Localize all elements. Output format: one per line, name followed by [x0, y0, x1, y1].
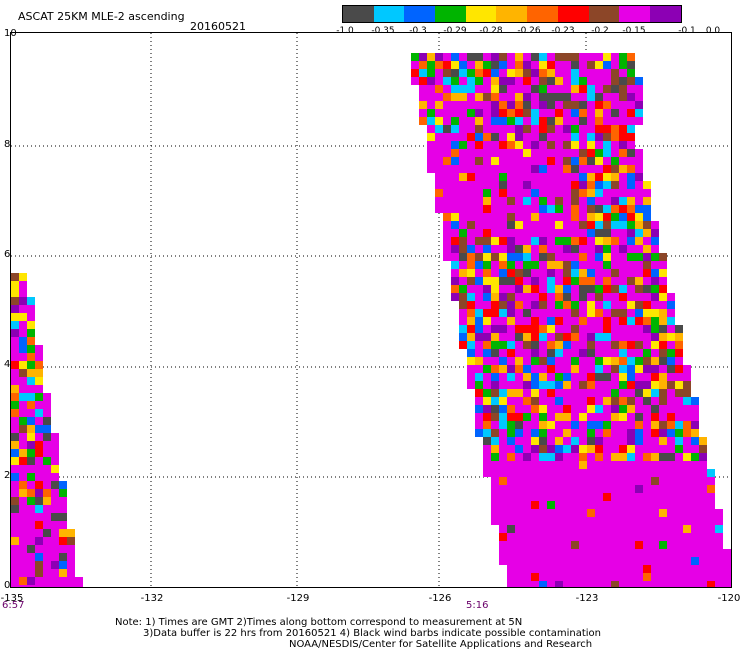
x-tick-132: -132	[140, 593, 164, 604]
colorbar-label: -0.1	[678, 26, 696, 36]
colorbar-label: -1.0	[336, 26, 354, 36]
x-tick-126: -126	[428, 593, 452, 604]
colorbar-swatch	[373, 6, 405, 22]
colorbar-label: -0.26	[517, 26, 541, 36]
colorbar	[342, 5, 682, 23]
x-tick-129: -129	[286, 593, 310, 604]
colorbar-swatch	[404, 6, 436, 22]
note-line-3: NOAA/NESDIS/Center for Satellite Applica…	[289, 639, 593, 650]
y-tick-0: 0	[4, 580, 11, 591]
x-tick-120: -120	[717, 593, 740, 604]
colorbar-label: -0.28	[479, 26, 503, 36]
colorbar-label: -0.35	[371, 26, 395, 36]
colorbar-swatch	[649, 6, 681, 22]
colorbar-swatch	[496, 6, 528, 22]
map-title: ASCAT 25KM MLE-2 ascending	[18, 10, 185, 23]
x-tick-135: -135	[0, 593, 24, 604]
colorbar-swatch	[619, 6, 650, 22]
y-tick-2: 2	[4, 470, 11, 481]
wind-cells	[11, 53, 731, 587]
colorbar-swatch	[343, 6, 374, 22]
y-tick-8: 8	[4, 139, 11, 150]
colorbar-label: -0.29	[443, 26, 467, 36]
colorbar-swatch	[465, 6, 497, 22]
y-tick-4: 4	[4, 359, 11, 370]
map-plot-area	[10, 32, 732, 588]
colorbar-label: 0.0	[705, 26, 721, 36]
colorbar-swatch	[588, 6, 620, 22]
map-date: 20160521	[190, 20, 246, 33]
note-line-2: 3)Data buffer is 22 hrs from 20160521 4)…	[143, 628, 601, 639]
swath-map	[11, 33, 731, 587]
colorbar-swatch	[435, 6, 466, 22]
colorbar-label: -0.23	[551, 26, 575, 36]
colorbar-swatch	[527, 6, 558, 22]
time-label-left: 6:57	[2, 600, 25, 611]
colorbar-label: -0.2	[591, 26, 609, 36]
time-label-center: 5:16	[466, 600, 489, 611]
y-tick-10: 10	[4, 28, 17, 39]
x-tick-123: -123	[575, 593, 599, 604]
colorbar-swatch	[557, 6, 589, 22]
colorbar-label: -0.15	[622, 26, 646, 36]
colorbar-label: -0.3	[409, 26, 427, 36]
y-tick-6: 6	[4, 249, 11, 260]
note-line-1: Note: 1) Times are GMT 2)Times along bot…	[115, 617, 523, 628]
